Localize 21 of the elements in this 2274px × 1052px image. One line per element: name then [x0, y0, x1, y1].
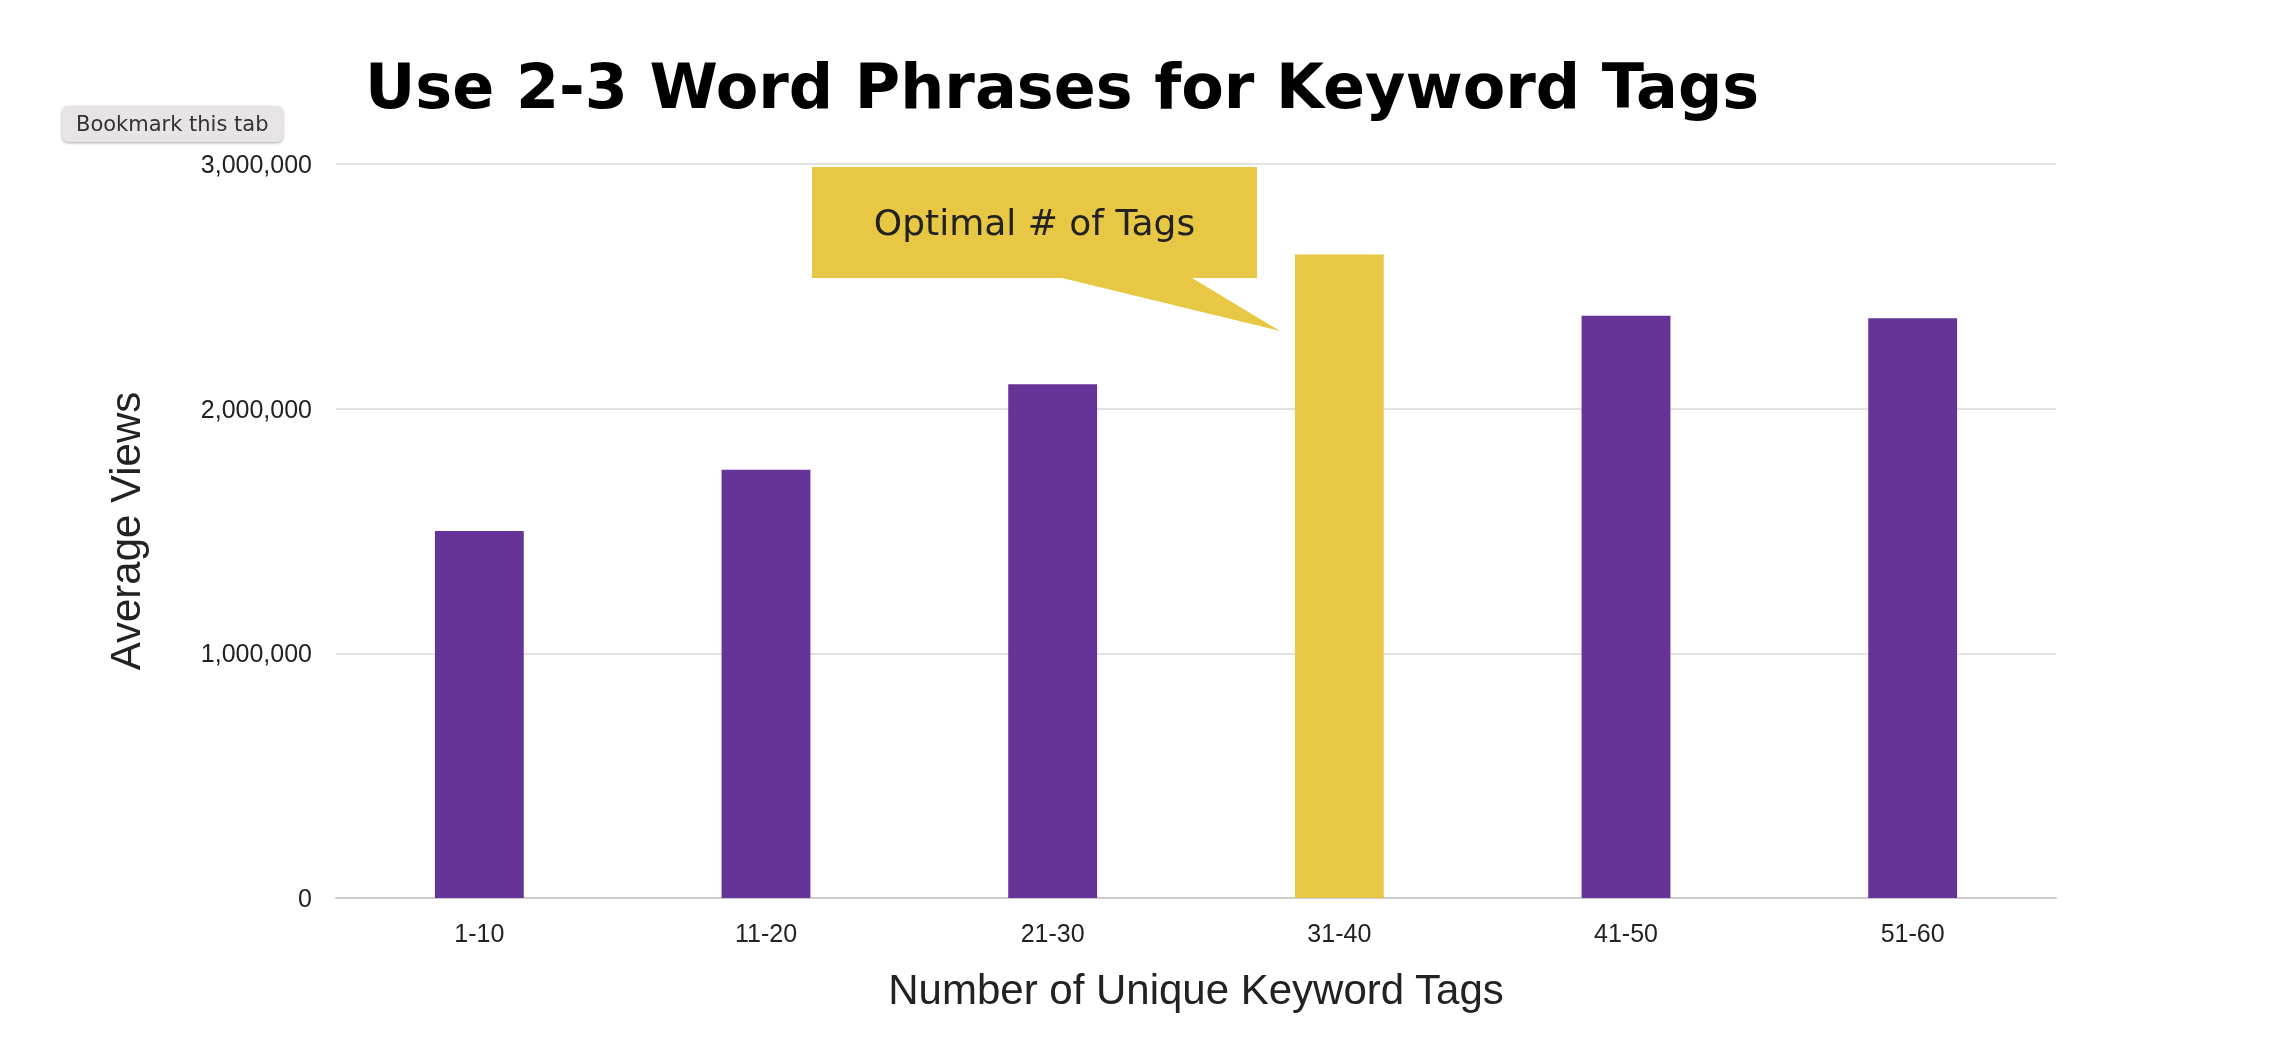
chart-title: Use 2-3 Word Phrases for Keyword Tags	[365, 49, 1760, 123]
text: Bookmark this tab	[62, 106, 283, 142]
x-axis-title: Number of Unique Keyword Tags	[888, 965, 1504, 1013]
x-tick-label: 1-10	[454, 918, 505, 947]
y-tick-label: 3,000,000	[200, 150, 312, 178]
y-tick-label: 1,000,000	[200, 639, 312, 668]
x-tick-label: 21-30	[1020, 918, 1085, 947]
bar	[721, 469, 811, 898]
x-tick-label: 51-60	[1880, 918, 1945, 947]
bar	[1868, 318, 1958, 898]
y-tick-label: 0	[298, 884, 312, 912]
bar	[1581, 315, 1671, 898]
y-tick-label: 2,000,000	[200, 394, 312, 423]
bar	[1294, 254, 1384, 898]
annotation: Optimal # of Tags	[873, 201, 1196, 243]
x-tick-label: 11-20	[734, 918, 798, 947]
bar	[434, 531, 524, 898]
bar	[1008, 384, 1098, 898]
x-tick-label: 31-40	[1307, 918, 1372, 947]
y-axis-title: Average Views	[101, 391, 149, 671]
x-tick-label: 41-50	[1594, 918, 1658, 947]
